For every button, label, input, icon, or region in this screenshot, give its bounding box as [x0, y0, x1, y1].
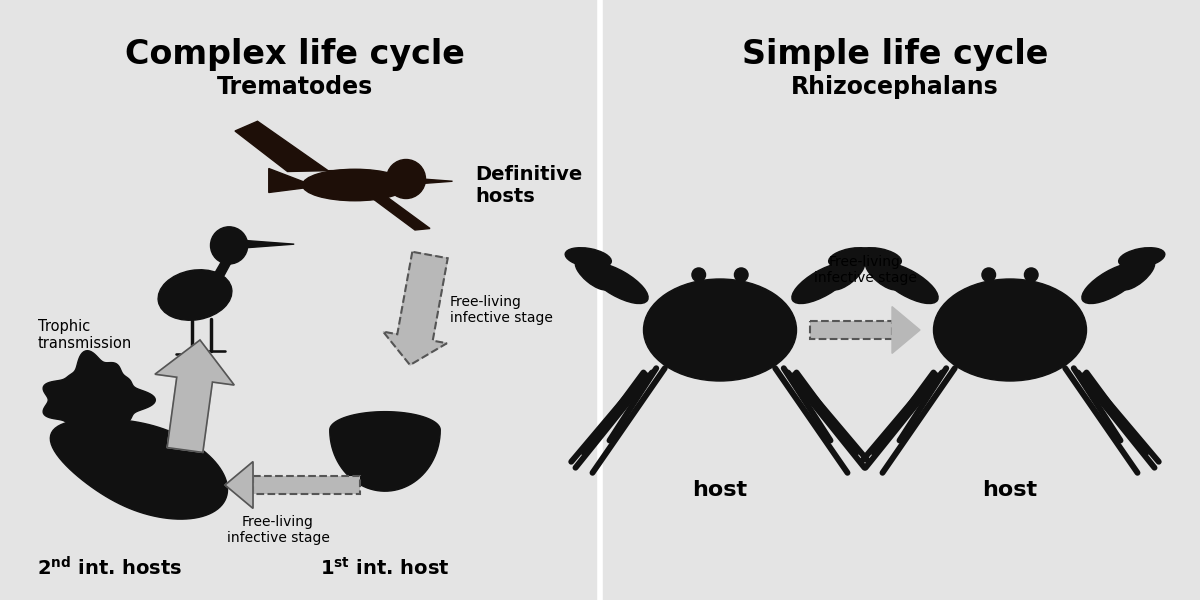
Polygon shape [892, 307, 920, 353]
Polygon shape [245, 241, 294, 248]
Ellipse shape [934, 279, 1086, 381]
Polygon shape [43, 350, 155, 449]
Ellipse shape [878, 263, 938, 304]
Circle shape [386, 160, 426, 199]
Polygon shape [269, 169, 304, 193]
Text: host: host [983, 480, 1038, 500]
Ellipse shape [830, 260, 865, 290]
FancyBboxPatch shape [810, 321, 892, 339]
Text: Trophic
transmission: Trophic transmission [38, 319, 132, 351]
Text: Simple life cycle: Simple life cycle [742, 38, 1048, 71]
Text: host: host [692, 480, 748, 500]
Circle shape [1025, 268, 1038, 281]
Circle shape [692, 268, 706, 281]
Ellipse shape [865, 260, 900, 290]
Circle shape [982, 268, 996, 281]
Text: Free-living
infective stage: Free-living infective stage [227, 515, 330, 545]
Ellipse shape [856, 248, 901, 268]
Text: 2$^\mathregular{nd}$ int. hosts: 2$^\mathregular{nd}$ int. hosts [37, 556, 182, 580]
Text: Trematodes: Trematodes [217, 75, 373, 99]
Text: 1$^\mathregular{st}$ int. host: 1$^\mathregular{st}$ int. host [320, 557, 450, 579]
Ellipse shape [1082, 263, 1142, 304]
Text: Definitive
hosts: Definitive hosts [475, 164, 582, 205]
Polygon shape [50, 419, 228, 519]
Ellipse shape [588, 263, 648, 304]
Ellipse shape [1121, 260, 1154, 290]
Ellipse shape [302, 169, 408, 201]
FancyBboxPatch shape [253, 476, 360, 494]
Ellipse shape [1118, 248, 1165, 268]
Polygon shape [383, 252, 448, 365]
Text: Rhizocephalans: Rhizocephalans [791, 75, 998, 99]
Ellipse shape [565, 248, 611, 268]
Circle shape [210, 227, 247, 264]
Polygon shape [348, 191, 430, 230]
Ellipse shape [575, 260, 610, 290]
Polygon shape [155, 340, 234, 452]
Polygon shape [368, 460, 402, 488]
Polygon shape [235, 121, 370, 179]
Polygon shape [226, 461, 253, 508]
Ellipse shape [792, 263, 852, 304]
Text: Free-living
infective stage: Free-living infective stage [450, 295, 553, 325]
Ellipse shape [325, 174, 370, 196]
Polygon shape [422, 179, 452, 184]
Text: Complex life cycle: Complex life cycle [125, 38, 464, 71]
Circle shape [734, 268, 748, 281]
Polygon shape [214, 251, 235, 278]
Ellipse shape [829, 248, 875, 268]
Text: Free-living
infective stage: Free-living infective stage [814, 255, 917, 285]
Ellipse shape [643, 279, 797, 381]
Ellipse shape [158, 270, 232, 320]
Polygon shape [330, 412, 440, 491]
